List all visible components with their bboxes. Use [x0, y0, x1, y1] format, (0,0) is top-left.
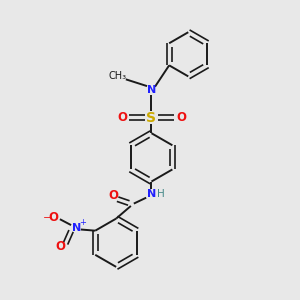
Text: CH₃: CH₃ [109, 71, 127, 81]
Text: H: H [157, 189, 165, 199]
Text: O: O [55, 240, 65, 253]
Text: N: N [72, 223, 81, 233]
Text: N: N [147, 85, 156, 94]
Text: N: N [147, 189, 156, 199]
Text: O: O [117, 111, 127, 124]
Text: O: O [48, 211, 59, 224]
Text: +: + [79, 218, 86, 226]
Text: O: O [108, 189, 118, 202]
Text: O: O [176, 111, 186, 124]
Text: S: S [146, 111, 157, 124]
Text: −: − [43, 213, 51, 223]
